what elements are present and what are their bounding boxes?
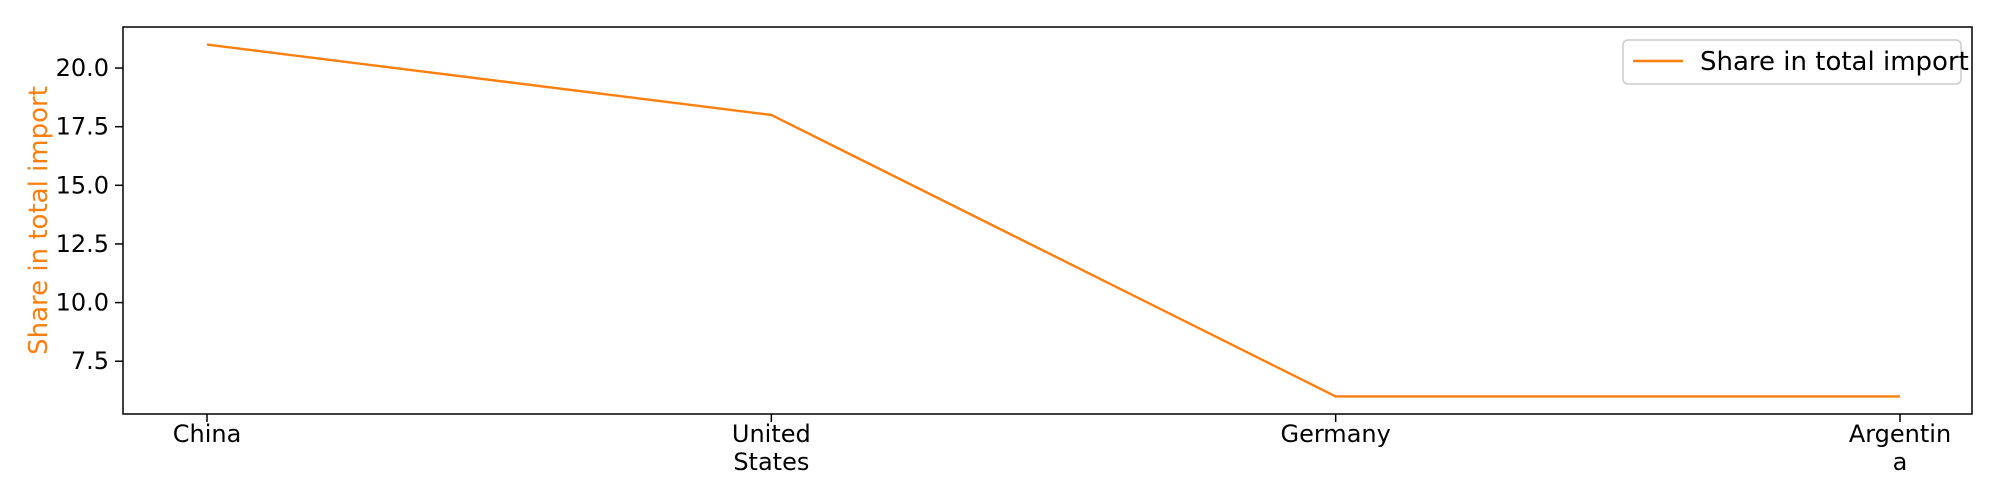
x-tick-label-line: United [732,420,811,448]
y-tick-label: 12.5 [56,230,109,258]
legend: Share in total import [1622,39,1969,85]
y-axis-label: Share in total import [24,86,54,355]
y-tick-label: 20.0 [56,54,109,82]
y-tick-label: 17.5 [56,113,109,141]
x-tick-label-line: a [1893,448,1908,476]
series-line [206,43,1900,398]
y-axis-ticks: 7.5 10.0 12.5 15.0 17.5 20.0 [56,54,123,375]
legend-label: Share in total import [1700,47,1969,77]
legend-box [1622,39,1962,85]
series-layer [206,43,1900,398]
x-tick-label-line: States [733,448,809,476]
x-tick-label-line: China [173,420,242,448]
x-tick-label-line: Argentin [1849,420,1951,448]
y-tick-label: 7.5 [71,347,109,375]
plot-area-frame [122,26,1973,415]
x-tick-label-line: Germany [1281,420,1391,448]
x-tick-label: China [173,420,242,448]
y-tick-label: 10.0 [56,289,109,317]
x-tick-label: Argentin a [1849,420,1951,476]
x-tick-label: Germany [1281,420,1391,448]
x-axis-ticks: China United States Germany Argentin a [173,414,1951,476]
x-tick-label: United States [732,420,811,476]
y-tick-label: 15.0 [56,171,109,199]
